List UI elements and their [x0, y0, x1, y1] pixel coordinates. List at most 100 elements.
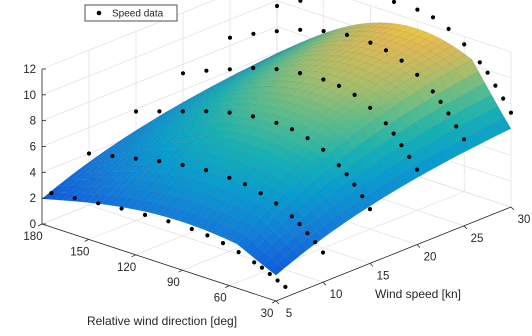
surface-patch	[117, 171, 133, 180]
surface-patch	[135, 180, 151, 191]
surface-patch	[278, 81, 294, 88]
surface-patch	[277, 256, 292, 269]
surface-patch	[246, 81, 262, 89]
surface-patch	[275, 47, 291, 55]
surface-patch	[176, 129, 193, 137]
surface-patch	[261, 59, 276, 67]
surface-patch	[214, 187, 230, 200]
surface-patch	[256, 92, 272, 99]
speed-data-point	[250, 114, 256, 119]
speed-data-point	[383, 48, 389, 53]
surface-patch	[240, 82, 255, 90]
surface-patch	[158, 205, 174, 217]
speed-data-point	[321, 77, 326, 82]
surface-patch	[165, 157, 181, 167]
speed-data-point	[49, 191, 54, 196]
surface-patch	[166, 149, 182, 158]
surface-patch	[212, 155, 228, 166]
x-tick-mark	[131, 254, 136, 258]
surface-patch	[219, 77, 234, 85]
y-tick-label: 20	[424, 252, 437, 264]
speed-data-point	[142, 212, 148, 217]
surface-patch	[273, 75, 289, 82]
surface-patch	[301, 46, 316, 53]
surface-patch	[302, 65, 318, 72]
surface-patch	[132, 199, 148, 211]
surface-patch	[181, 113, 196, 121]
speed-data-point	[336, 163, 341, 168]
x-axis-label: Relative wind direction [deg]	[87, 314, 237, 328]
surface-patch	[211, 95, 226, 103]
y-tick-mark	[369, 263, 374, 267]
surface-patch	[171, 208, 187, 221]
surface-patch	[360, 22, 375, 28]
z-tick-label: 0	[30, 219, 36, 231]
surface-patch	[217, 94, 233, 102]
surface-patch	[218, 116, 234, 124]
surface-patch	[275, 52, 290, 60]
surface-patch	[331, 32, 346, 39]
surface-patch	[216, 130, 232, 139]
speed-data-point	[227, 35, 233, 40]
surface-patch	[347, 23, 362, 30]
surface-patch	[102, 178, 118, 188]
surface-patch	[269, 262, 285, 276]
surface-patch	[234, 142, 250, 152]
surface-patch	[130, 171, 146, 181]
y-axis-label: Wind speed [kn]	[375, 287, 461, 301]
speed-data-point	[166, 219, 171, 224]
surface-patch	[284, 46, 300, 54]
surface-patch	[321, 29, 336, 36]
x-tick-label: 150	[70, 246, 89, 258]
surface-patch	[136, 172, 152, 181]
surface-patch	[217, 225, 233, 239]
surface-patch	[174, 186, 190, 198]
speed-data-point	[501, 96, 506, 101]
surface-patch	[238, 222, 253, 236]
surface-patch	[171, 157, 187, 167]
surface-patch	[221, 190, 237, 203]
surface-patch	[210, 165, 226, 176]
surface-patch	[244, 118, 260, 128]
speed-data-point	[236, 250, 241, 255]
speed-data-point	[305, 136, 310, 141]
surface-patch	[311, 36, 327, 43]
surface-patch	[188, 135, 204, 144]
surface-patch	[126, 132, 142, 140]
speed-data-point	[336, 83, 342, 88]
speed-data-point	[477, 60, 482, 65]
surface-patch	[295, 64, 312, 71]
surface-patch	[288, 49, 303, 56]
x-tick-label: 120	[117, 262, 136, 274]
surface-patch	[226, 109, 242, 117]
surface-patch	[254, 61, 270, 69]
surface-patch	[305, 37, 320, 45]
surface-patch	[285, 44, 301, 52]
speed-data-point	[204, 109, 209, 114]
surface-patch	[297, 42, 313, 49]
surface-patch	[173, 118, 189, 127]
speed-data-point	[461, 137, 467, 142]
x-tick-label: 30	[261, 308, 274, 320]
speed-data-point	[180, 162, 185, 168]
surface-patch	[145, 202, 161, 214]
surface-patch	[196, 129, 212, 137]
surface-patch	[330, 36, 345, 42]
surface-patch	[233, 83, 249, 91]
speed-data-point	[321, 29, 326, 34]
surface-patch	[292, 41, 307, 49]
surface-patch	[204, 122, 220, 130]
surface-patch	[165, 206, 181, 219]
surface-patch	[168, 115, 183, 123]
surface-patch	[206, 196, 222, 209]
surface-patch	[310, 38, 326, 46]
surface-patch	[179, 117, 196, 126]
surface-patch	[208, 137, 224, 146]
surface-patch	[149, 173, 165, 183]
surface-patch	[266, 52, 281, 60]
surface-patch	[248, 97, 264, 105]
speed-data-point	[227, 110, 232, 115]
surface-patch	[162, 174, 178, 185]
x-tick-mark	[37, 223, 43, 227]
